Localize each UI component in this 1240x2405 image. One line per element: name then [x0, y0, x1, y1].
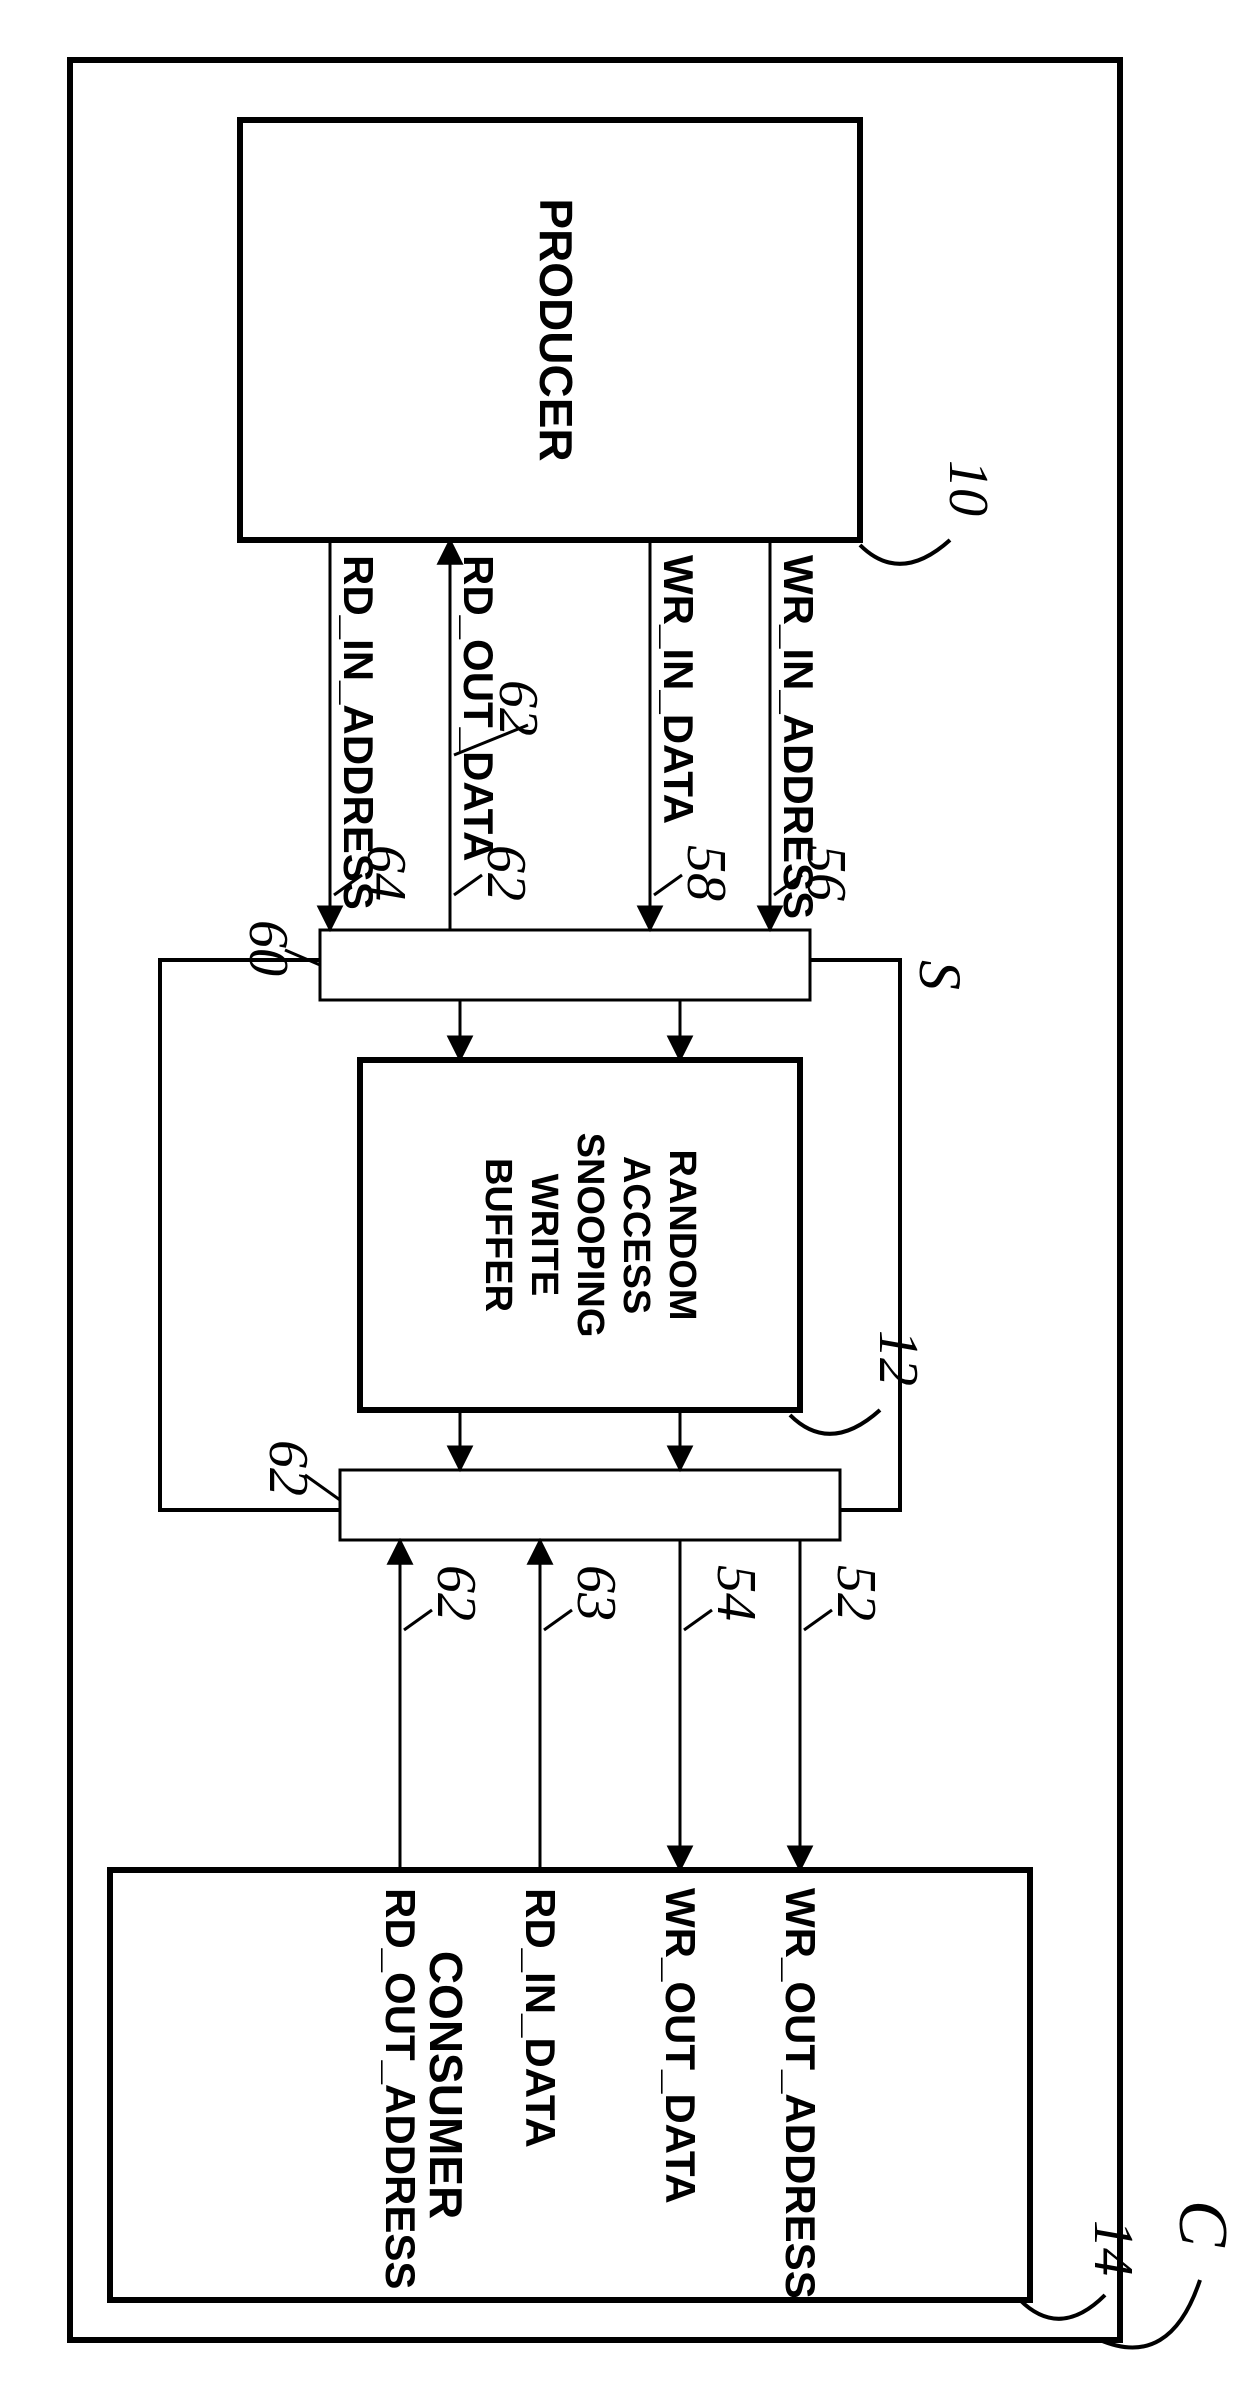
consumer-box: [110, 1870, 1030, 2300]
buffer-label: RANDOMACCESSSNOOPINGWRITEBUFFER: [477, 1133, 703, 1338]
port-right-ref: 62: [257, 1440, 319, 1496]
signal-ref: 63: [565, 1565, 627, 1621]
port-right-box: [340, 1470, 840, 1540]
buffer-label-line: ACCESS: [615, 1156, 657, 1314]
signal-ref: 62: [475, 845, 537, 901]
signal-ref: 52: [825, 1565, 887, 1621]
signal-ref: 56: [795, 845, 857, 901]
buffer-label-line: BUFFER: [477, 1158, 519, 1312]
buffer-label-line: RANDOM: [661, 1150, 703, 1321]
producer-ref: 10: [937, 460, 999, 516]
signal-label: WR_OUT_ADDRESS: [777, 1888, 824, 2299]
buffer-ref: 12: [867, 1330, 929, 1386]
signal-label: WR_IN_DATA: [655, 555, 702, 824]
signal-label: RD_IN_DATA: [517, 1888, 564, 2148]
signal-ref: 64: [355, 845, 417, 901]
signal-ref: 58: [675, 845, 737, 901]
port-left-ref: 60: [237, 920, 299, 976]
buffer-label-line: WRITE: [523, 1174, 565, 1296]
port-left-box: [320, 930, 810, 1000]
signal-ref: 62: [425, 1565, 487, 1621]
consumer-label: CONSUMER: [420, 1951, 472, 2219]
buffer-label-line: SNOOPING: [569, 1133, 611, 1338]
producer-label: PRODUCER: [530, 198, 582, 461]
subsystem-label: S: [907, 960, 973, 990]
signal-ref: 54: [705, 1565, 767, 1621]
signal-label: WR_OUT_DATA: [657, 1888, 704, 2204]
consumer-ref: 14: [1082, 2220, 1144, 2276]
outer-box-label: C: [1164, 2200, 1240, 2248]
signal-label: RD_OUT_ADDRESS: [377, 1888, 424, 2289]
